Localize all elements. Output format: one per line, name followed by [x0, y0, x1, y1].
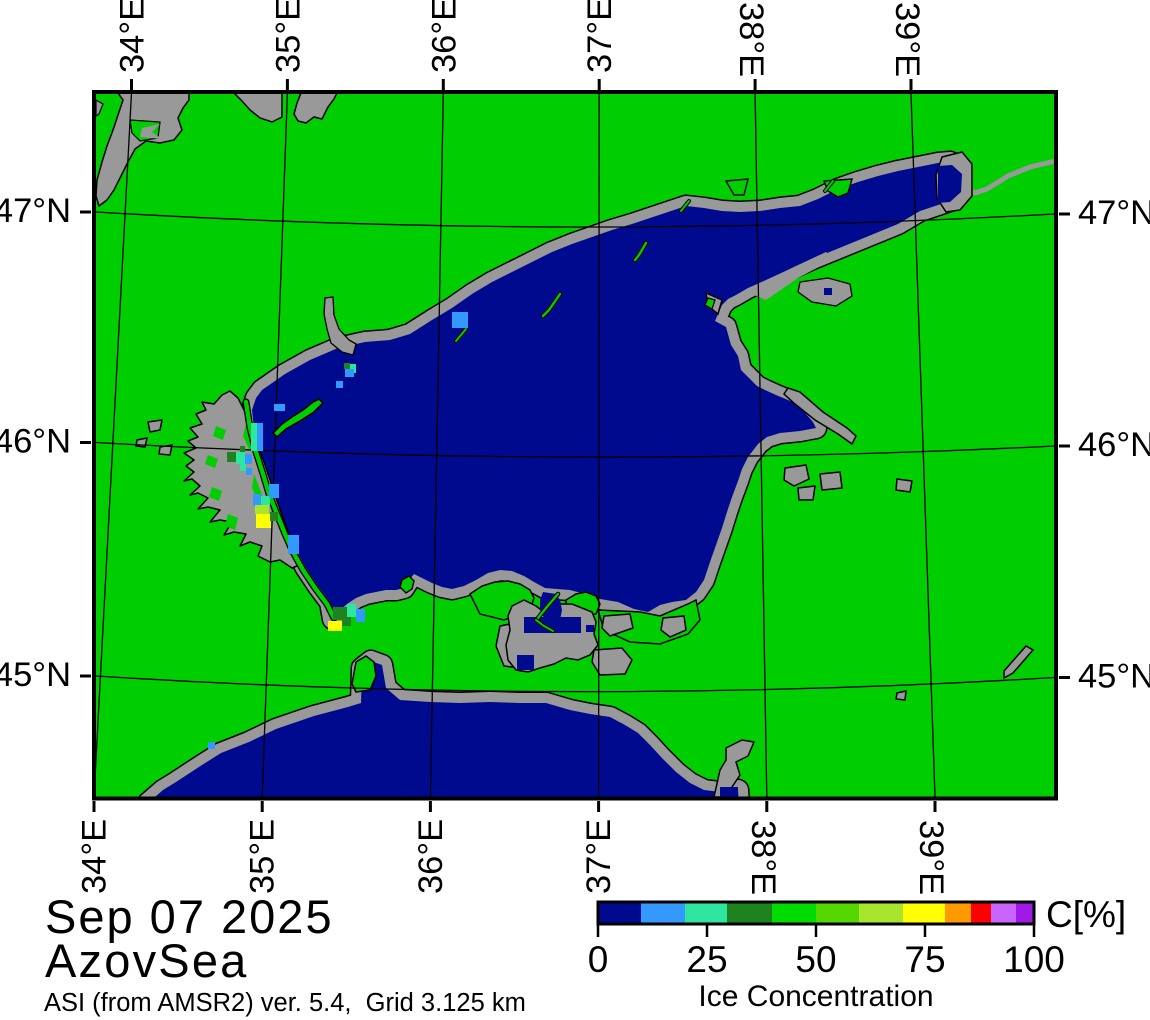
svg-text:50: 50 [795, 939, 836, 980]
svg-text:34°E: 34°E [114, 0, 152, 73]
svg-text:37°E: 37°E [581, 0, 619, 73]
svg-text:47°N: 47°N [0, 192, 71, 230]
svg-text:39°E: 39°E [912, 820, 950, 895]
svg-text:39°E: 39°E [888, 2, 926, 77]
svg-text:AzovSea: AzovSea [45, 934, 249, 987]
svg-text:38°E: 38°E [732, 2, 770, 77]
svg-text:C[%]: C[%] [1046, 894, 1126, 935]
svg-text:100: 100 [1003, 939, 1065, 980]
svg-text:Ice Concentration: Ice Concentration [698, 980, 933, 1013]
svg-text:45°N: 45°N [1078, 658, 1150, 696]
svg-text:37°E: 37°E [580, 819, 618, 894]
svg-text:47°N: 47°N [1078, 194, 1150, 232]
svg-text:36°E: 36°E [412, 819, 450, 894]
svg-text:45°N: 45°N [0, 656, 71, 694]
svg-text:38°E: 38°E [744, 820, 782, 895]
svg-text:Sep 07 2025: Sep 07 2025 [45, 890, 334, 943]
svg-text:35°E: 35°E [269, 0, 307, 73]
svg-text:ASI (from AMSR2) ver. 5.4, Gr: ASI (from AMSR2) ver. 5.4, Grid 3.125 km [44, 989, 526, 1017]
svg-text:34°E: 34°E [76, 819, 114, 894]
svg-text:0: 0 [588, 939, 609, 980]
svg-text:46°N: 46°N [1078, 426, 1150, 464]
svg-text:36°E: 36°E [425, 0, 463, 73]
svg-text:75: 75 [904, 939, 945, 980]
svg-text:46°N: 46°N [0, 423, 71, 461]
svg-text:35°E: 35°E [244, 819, 282, 894]
svg-text:25: 25 [686, 939, 727, 980]
